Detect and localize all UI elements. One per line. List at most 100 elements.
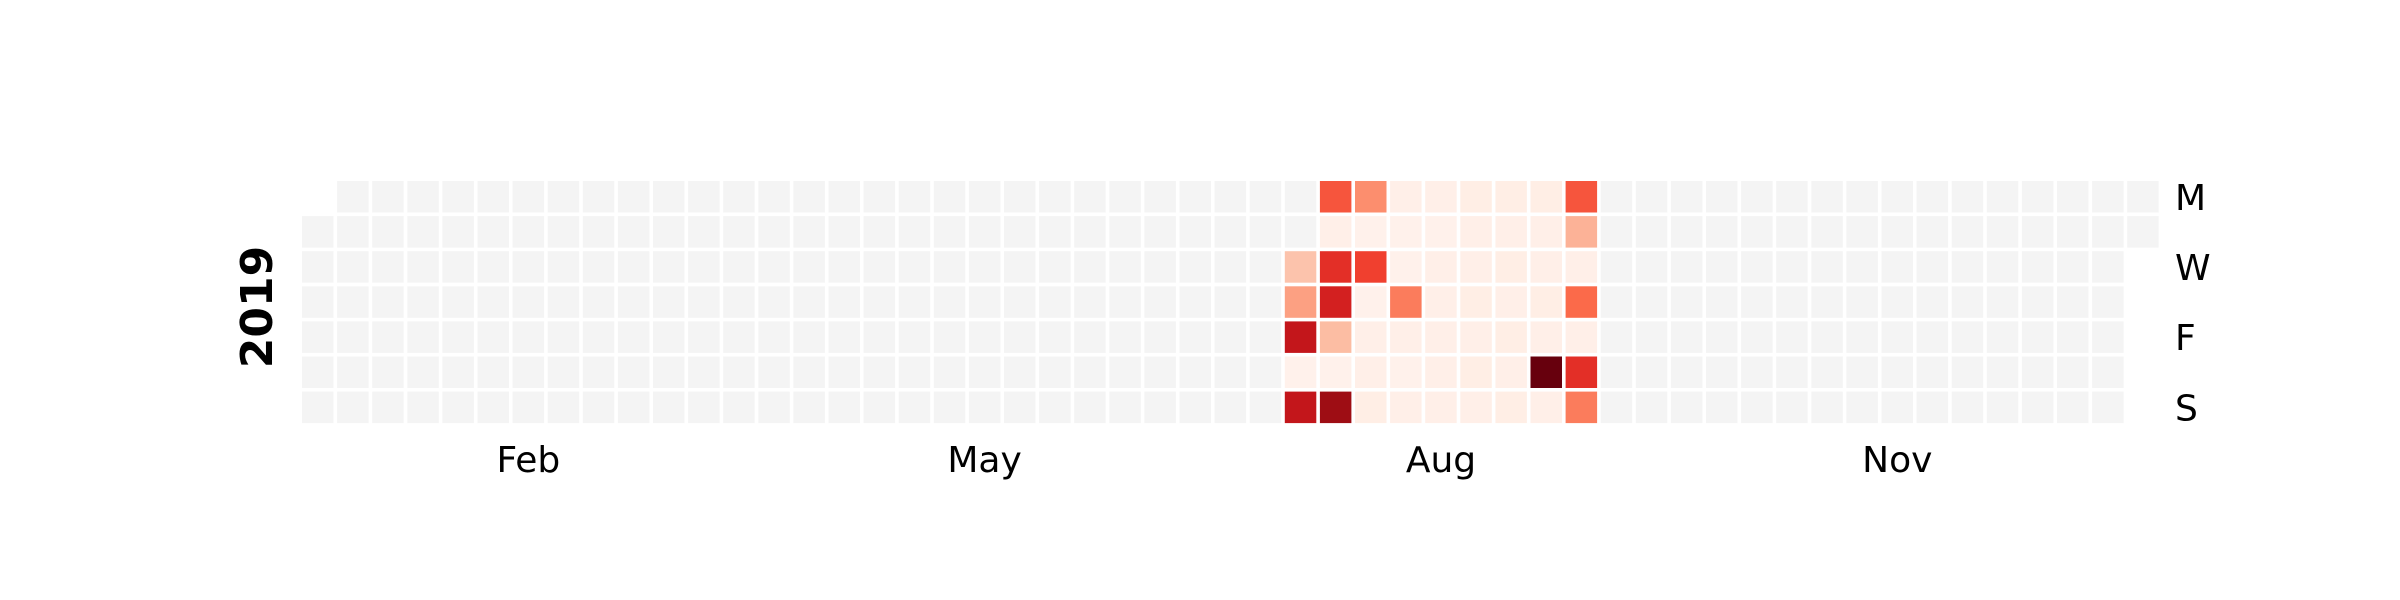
heatmap-cell xyxy=(1951,216,1984,248)
heatmap-cell xyxy=(1811,286,1843,318)
heatmap-cell xyxy=(2057,321,2089,353)
heatmap-cell xyxy=(1319,356,1352,388)
heatmap-cell xyxy=(1530,181,1562,213)
heatmap-cell xyxy=(442,216,474,248)
heatmap-cell xyxy=(302,321,334,353)
heatmap-cell xyxy=(1390,251,1422,283)
heatmap-cell xyxy=(1214,251,1247,283)
heatmap-cell xyxy=(2057,181,2089,213)
heatmap-cell xyxy=(1390,181,1422,213)
heatmap-cell xyxy=(1600,181,1633,213)
heatmap-cell xyxy=(512,286,545,318)
heatmap-cell xyxy=(372,181,404,213)
heatmap-cell xyxy=(477,181,509,213)
heatmap-cell xyxy=(547,391,580,424)
heatmap-cell xyxy=(1776,391,1808,424)
heatmap-cells xyxy=(302,181,2159,424)
heatmap-cell xyxy=(337,321,369,353)
heatmap-cell xyxy=(1951,391,1984,424)
heatmap-cell xyxy=(372,391,404,424)
heatmap-cell xyxy=(1039,356,1071,388)
heatmap-cell xyxy=(653,321,685,353)
heatmap-cell xyxy=(1319,286,1352,318)
heatmap-cell xyxy=(1074,356,1106,388)
heatmap-cell xyxy=(617,216,650,248)
heatmap-cell xyxy=(968,251,1001,283)
heatmap-cell xyxy=(688,216,720,248)
heatmap-cell xyxy=(1741,391,1773,424)
heatmap-cell xyxy=(898,391,931,424)
heatmap-cell xyxy=(1039,181,1071,213)
heatmap-cell xyxy=(1214,181,1247,213)
heatmap-cell xyxy=(1319,216,1352,248)
heatmap-cell xyxy=(723,216,755,248)
heatmap-cell xyxy=(828,181,860,213)
heatmap-cell xyxy=(933,216,966,248)
heatmap-cell xyxy=(372,251,404,283)
heatmap-cell xyxy=(898,321,931,353)
heatmap-cell xyxy=(1495,286,1527,318)
heatmap-cell xyxy=(1776,216,1808,248)
heatmap-cell xyxy=(442,321,474,353)
heatmap-cell xyxy=(1881,356,1913,388)
heatmap-cell xyxy=(1635,391,1668,424)
heatmap-cell xyxy=(863,391,896,424)
heatmap-cell xyxy=(1846,216,1878,248)
heatmap-cell xyxy=(1355,286,1387,318)
heatmap-cell xyxy=(688,356,720,388)
heatmap-cell xyxy=(653,356,685,388)
heatmap-cell xyxy=(1635,286,1668,318)
heatmap-cell xyxy=(372,356,404,388)
heatmap-cell xyxy=(1425,356,1457,388)
heatmap-cell xyxy=(337,216,369,248)
heatmap-cell xyxy=(1039,216,1071,248)
heatmap-cell xyxy=(1425,181,1457,213)
heatmap-cell xyxy=(1460,321,1492,353)
heatmap-cell xyxy=(933,181,966,213)
heatmap-cell xyxy=(1881,391,1913,424)
heatmap-cell xyxy=(442,286,474,318)
heatmap-cell xyxy=(1179,321,1211,353)
year-label: 2019 xyxy=(232,246,283,368)
heatmap-cell xyxy=(1284,356,1317,388)
heatmap-cell xyxy=(828,391,860,424)
heatmap-cell xyxy=(1319,391,1352,424)
heatmap-cell xyxy=(1565,321,1598,353)
heatmap-cell xyxy=(898,251,931,283)
heatmap-cell xyxy=(1811,356,1843,388)
heatmap-cell xyxy=(512,181,545,213)
heatmap-cell xyxy=(1635,251,1668,283)
heatmap-cell xyxy=(1706,181,1738,213)
heatmap-cell xyxy=(723,391,755,424)
heatmap-cell xyxy=(1951,286,1984,318)
heatmap-cell xyxy=(1565,181,1598,213)
heatmap-cell xyxy=(723,251,755,283)
heatmap-cell xyxy=(1390,216,1422,248)
heatmap-cell xyxy=(1881,286,1913,318)
heatmap-cell xyxy=(1776,321,1808,353)
heatmap-cell xyxy=(723,286,755,318)
heatmap-cell xyxy=(1214,216,1247,248)
heatmap-cell xyxy=(512,391,545,424)
heatmap-cell xyxy=(1986,181,2019,213)
heatmap-cell xyxy=(758,286,790,318)
heatmap-cell xyxy=(1916,251,1949,283)
heatmap-cell xyxy=(547,356,580,388)
heatmap-cell xyxy=(1004,216,1036,248)
heatmap-cell xyxy=(1846,356,1878,388)
heatmap-cell xyxy=(898,286,931,318)
heatmap-cell xyxy=(512,356,545,388)
heatmap-cell xyxy=(2092,391,2124,424)
x-tick-label: Nov xyxy=(1862,440,1932,481)
heatmap-cell xyxy=(758,391,790,424)
heatmap-cell xyxy=(512,321,545,353)
heatmap-cell xyxy=(1074,321,1106,353)
heatmap-cell xyxy=(1846,286,1878,318)
heatmap-cell xyxy=(547,251,580,283)
heatmap-cell xyxy=(337,356,369,388)
heatmap-cell xyxy=(617,181,650,213)
heatmap-cell xyxy=(372,321,404,353)
heatmap-cell xyxy=(863,286,896,318)
heatmap-cell xyxy=(1951,181,1984,213)
